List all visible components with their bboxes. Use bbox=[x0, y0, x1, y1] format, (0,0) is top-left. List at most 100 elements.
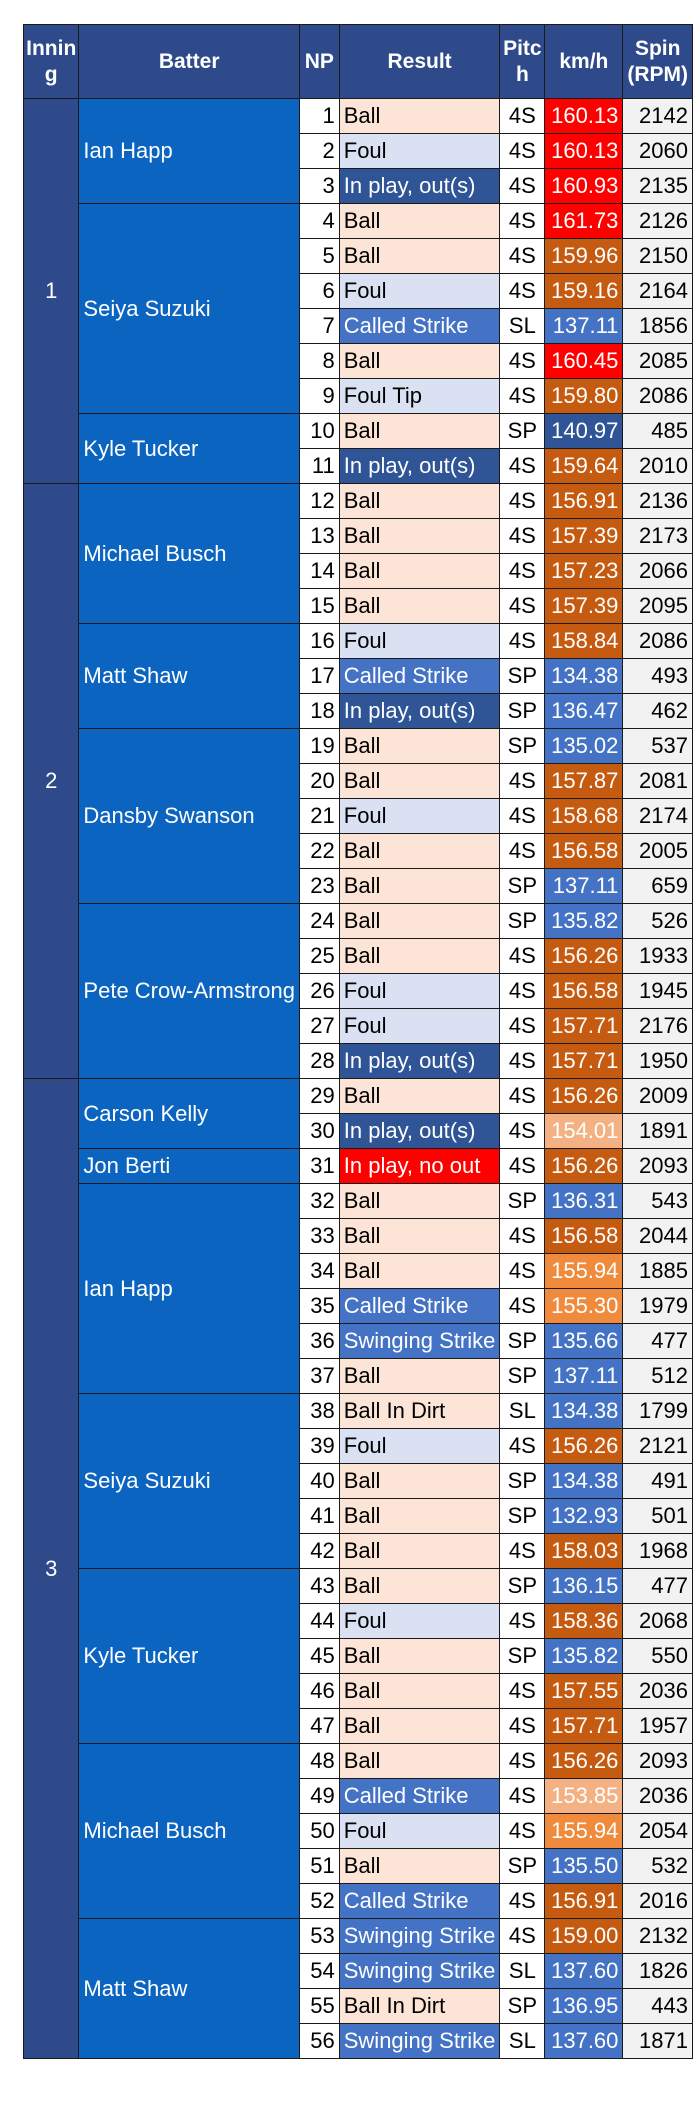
table-row: Matt Shaw 53 Swinging Strike 4S 159.00 2132 bbox=[24, 1918, 693, 2059]
table-row: 44 Foul 4S 158.36 2068 bbox=[24, 1603, 693, 1639]
speed-cell: 160.13 bbox=[544, 98, 624, 134]
pitch-type-cell: 4S bbox=[499, 1218, 546, 1254]
result-cell: Swinging Strike bbox=[338, 2023, 501, 2059]
spin-cell: 1871 bbox=[622, 2023, 693, 2059]
spin-cell: 2093 bbox=[622, 1743, 693, 1779]
pitch-type-cell: 4S bbox=[499, 378, 546, 414]
batter-cell: Ian Happ bbox=[78, 98, 300, 204]
pitch-type-cell: SL bbox=[499, 1393, 546, 1429]
spin-cell: 2173 bbox=[622, 518, 693, 554]
pitch-number-cell: 52 bbox=[298, 1883, 340, 1919]
header-spin: Spin (RPM) bbox=[622, 24, 693, 99]
result-cell: Foul bbox=[338, 1008, 501, 1044]
pitch-number-cell: 19 bbox=[298, 728, 340, 764]
pitch-type-cell: 4S bbox=[499, 798, 546, 834]
spin-cell: 1957 bbox=[622, 1708, 693, 1744]
pitch-type-cell: 4S bbox=[499, 1708, 546, 1744]
table-row: Dansby Swanson 19 Ball SP 135.02 537 bbox=[24, 728, 693, 904]
table-row: 11 In play, out(s) 4S 159.64 2010 bbox=[24, 448, 693, 484]
pitch-number-cell: 6 bbox=[298, 273, 340, 309]
pitch-type-cell: 4S bbox=[499, 133, 546, 169]
pitch-number-cell: 16 bbox=[298, 623, 340, 659]
spin-cell: 532 bbox=[622, 1848, 693, 1884]
pitch-type-cell: SP bbox=[499, 1498, 546, 1534]
table-row: Ian Happ 32 Ball SP 136.31 543 bbox=[24, 1183, 693, 1394]
header-pitch: Pitc h bbox=[499, 24, 546, 99]
pitch-type-cell: SP bbox=[499, 693, 546, 729]
pitch-type-cell: 4S bbox=[499, 938, 546, 974]
spin-cell: 2174 bbox=[622, 798, 693, 834]
pitch-number-cell: 18 bbox=[298, 693, 340, 729]
pitch-number-cell: 41 bbox=[298, 1498, 340, 1534]
result-cell: Ball In Dirt bbox=[338, 1988, 501, 2024]
table-row: 17 Called Strike SP 134.38 493 bbox=[24, 658, 693, 694]
table-row: 7 Called Strike SL 137.11 1856 bbox=[24, 308, 693, 344]
table-row: 56 Swinging Strike SL 137.60 1871 bbox=[24, 2023, 693, 2059]
speed-cell: 134.38 bbox=[544, 1463, 624, 1499]
table-row: 1 Ian Happ 1 Ball 4S 160.13 2142 bbox=[22, 98, 693, 484]
table-row: 51 Ball SP 135.50 532 bbox=[24, 1848, 693, 1884]
speed-cell: 156.26 bbox=[544, 938, 624, 974]
result-cell: Ball bbox=[338, 483, 501, 519]
pitch-type-cell: SP bbox=[499, 1638, 546, 1674]
spin-cell: 477 bbox=[622, 1323, 693, 1359]
result-cell: Ball bbox=[338, 203, 501, 239]
result-cell: Foul Tip bbox=[338, 378, 501, 414]
speed-cell: 157.71 bbox=[544, 1043, 624, 1079]
pitch-number-cell: 46 bbox=[298, 1673, 340, 1709]
speed-cell: 159.16 bbox=[544, 273, 624, 309]
table-row: 9 Foul Tip 4S 159.80 2086 bbox=[24, 378, 693, 414]
pitch-number-cell: 27 bbox=[298, 1008, 340, 1044]
table-row: 37 Ball SP 137.11 512 bbox=[24, 1358, 693, 1394]
spin-cell: 491 bbox=[622, 1463, 693, 1499]
pitch-number-cell: 51 bbox=[298, 1848, 340, 1884]
spin-cell: 1933 bbox=[622, 938, 693, 974]
table-row: 26 Foul 4S 156.58 1945 bbox=[24, 973, 693, 1009]
table-row: Jon Berti 31 In play, no out 4S 156.26 2093 bbox=[24, 1148, 693, 1184]
speed-cell: 137.11 bbox=[544, 868, 624, 904]
result-cell: In play, out(s) bbox=[338, 448, 501, 484]
pitch-number-cell: 53 bbox=[298, 1918, 340, 1954]
table-row: 52 Called Strike 4S 156.91 2016 bbox=[24, 1883, 693, 1919]
result-cell: Called Strike bbox=[338, 1883, 501, 1919]
result-cell: Ball bbox=[338, 238, 501, 274]
pitch-type-cell: 4S bbox=[499, 1288, 546, 1324]
spin-cell: 2093 bbox=[622, 1148, 693, 1184]
spin-cell: 2081 bbox=[622, 763, 693, 799]
header-np: NP bbox=[298, 24, 340, 99]
spin-cell: 2054 bbox=[622, 1813, 693, 1849]
pitch-number-cell: 7 bbox=[298, 308, 340, 344]
speed-cell: 137.60 bbox=[544, 2023, 624, 2059]
table-header: Innin g Batter NP Result Pitc h km/h Spi… bbox=[22, 24, 693, 99]
speed-cell: 136.47 bbox=[544, 693, 624, 729]
speed-cell: 134.38 bbox=[544, 1393, 624, 1429]
result-cell: Ball bbox=[338, 413, 501, 449]
pitch-number-cell: 4 bbox=[298, 203, 340, 239]
table-row: Michael Busch 48 Ball 4S 156.26 2093 bbox=[24, 1743, 693, 1919]
speed-cell: 135.50 bbox=[544, 1848, 624, 1884]
spin-cell: 2121 bbox=[622, 1428, 693, 1464]
result-cell: Swinging Strike bbox=[338, 1323, 501, 1359]
pitch-number-cell: 49 bbox=[298, 1778, 340, 1814]
pitch-number-cell: 20 bbox=[298, 763, 340, 799]
pitch-number-cell: 55 bbox=[298, 1988, 340, 2024]
table-row: 30 In play, out(s) 4S 154.01 1891 bbox=[24, 1113, 693, 1149]
pitch-type-cell: 4S bbox=[499, 1078, 546, 1114]
table-row: 28 In play, out(s) 4S 157.71 1950 bbox=[24, 1043, 693, 1079]
batter-cell: Jon Berti bbox=[78, 1148, 300, 1184]
result-cell: Ball bbox=[338, 1078, 501, 1114]
pitch-type-cell: 4S bbox=[499, 168, 546, 204]
result-cell: Foul bbox=[338, 1813, 501, 1849]
table-row: 5 Ball 4S 159.96 2150 bbox=[24, 238, 693, 274]
pitch-type-cell: 4S bbox=[499, 1918, 546, 1954]
result-cell: Ball bbox=[338, 833, 501, 869]
result-cell: Called Strike bbox=[338, 1778, 501, 1814]
spin-cell: 1979 bbox=[622, 1288, 693, 1324]
result-cell: Ball bbox=[338, 938, 501, 974]
pitch-type-cell: SL bbox=[499, 2023, 546, 2059]
spin-cell: 485 bbox=[622, 413, 693, 449]
speed-cell: 156.26 bbox=[544, 1078, 624, 1114]
spin-cell: 2135 bbox=[622, 168, 693, 204]
pitch-type-cell: 4S bbox=[499, 1008, 546, 1044]
batter-cell: Matt Shaw bbox=[78, 1918, 300, 2059]
